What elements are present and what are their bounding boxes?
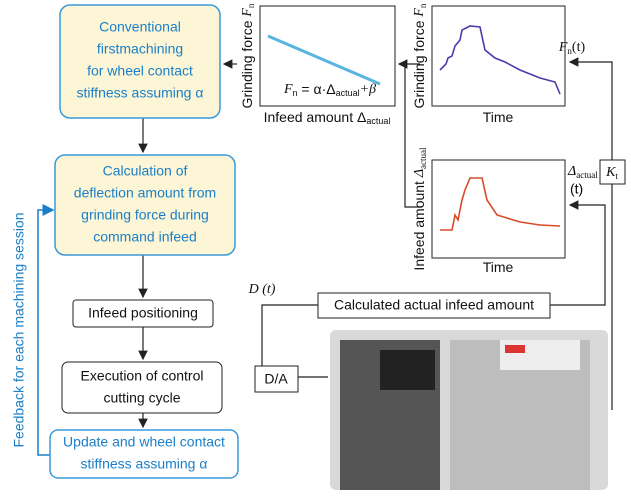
delta-arg: (t) bbox=[570, 181, 583, 197]
box-text: Execution of control bbox=[81, 368, 204, 384]
delta-label: Δactual bbox=[567, 164, 598, 180]
signal-boxes bbox=[254, 159, 626, 393]
y-axis-label: Grinding force Fn bbox=[239, 3, 256, 108]
machine bbox=[330, 330, 608, 490]
calc-label: Calculated actual infeed amount bbox=[334, 297, 534, 313]
dt-label: D (t) bbox=[248, 282, 276, 297]
y-axis-label: Infeed amount Δactual bbox=[411, 147, 428, 271]
box-text: stiffness assuming α bbox=[77, 85, 204, 101]
flow-boxes bbox=[49, 4, 239, 479]
feedback-label: Feedback for each machining session bbox=[11, 212, 27, 447]
equation: Fn = α·Δactual+β bbox=[283, 81, 376, 99]
box-text: deflection amount from bbox=[74, 185, 216, 201]
connectors bbox=[138, 57, 613, 429]
box-text: Update and wheel contact bbox=[63, 434, 225, 450]
x-axis-label: Infeed amount Δactual bbox=[264, 109, 391, 127]
box-text: command infeed bbox=[93, 229, 197, 245]
da-label: D/A bbox=[264, 371, 288, 387]
box-text: for wheel contact bbox=[87, 63, 193, 79]
box-text: Conventional bbox=[99, 19, 181, 35]
plots bbox=[259, 5, 566, 259]
feedback-line bbox=[37, 204, 55, 456]
x-axis-label: Time bbox=[483, 109, 514, 125]
box-text: grinding force during bbox=[81, 207, 209, 223]
box-text: cutting cycle bbox=[103, 390, 180, 406]
box-text: stiffness assuming α bbox=[81, 456, 208, 472]
box-text: Calculation of bbox=[103, 163, 188, 179]
y-axis-label: Grinding force Fn bbox=[411, 3, 428, 108]
box-text: Infeed positioning bbox=[88, 305, 198, 321]
kt-label: Kt bbox=[605, 165, 618, 181]
box-text: firstmachining bbox=[97, 41, 183, 57]
fn-label: Fn(t) bbox=[558, 40, 586, 56]
x-axis-label: Time bbox=[483, 259, 514, 275]
